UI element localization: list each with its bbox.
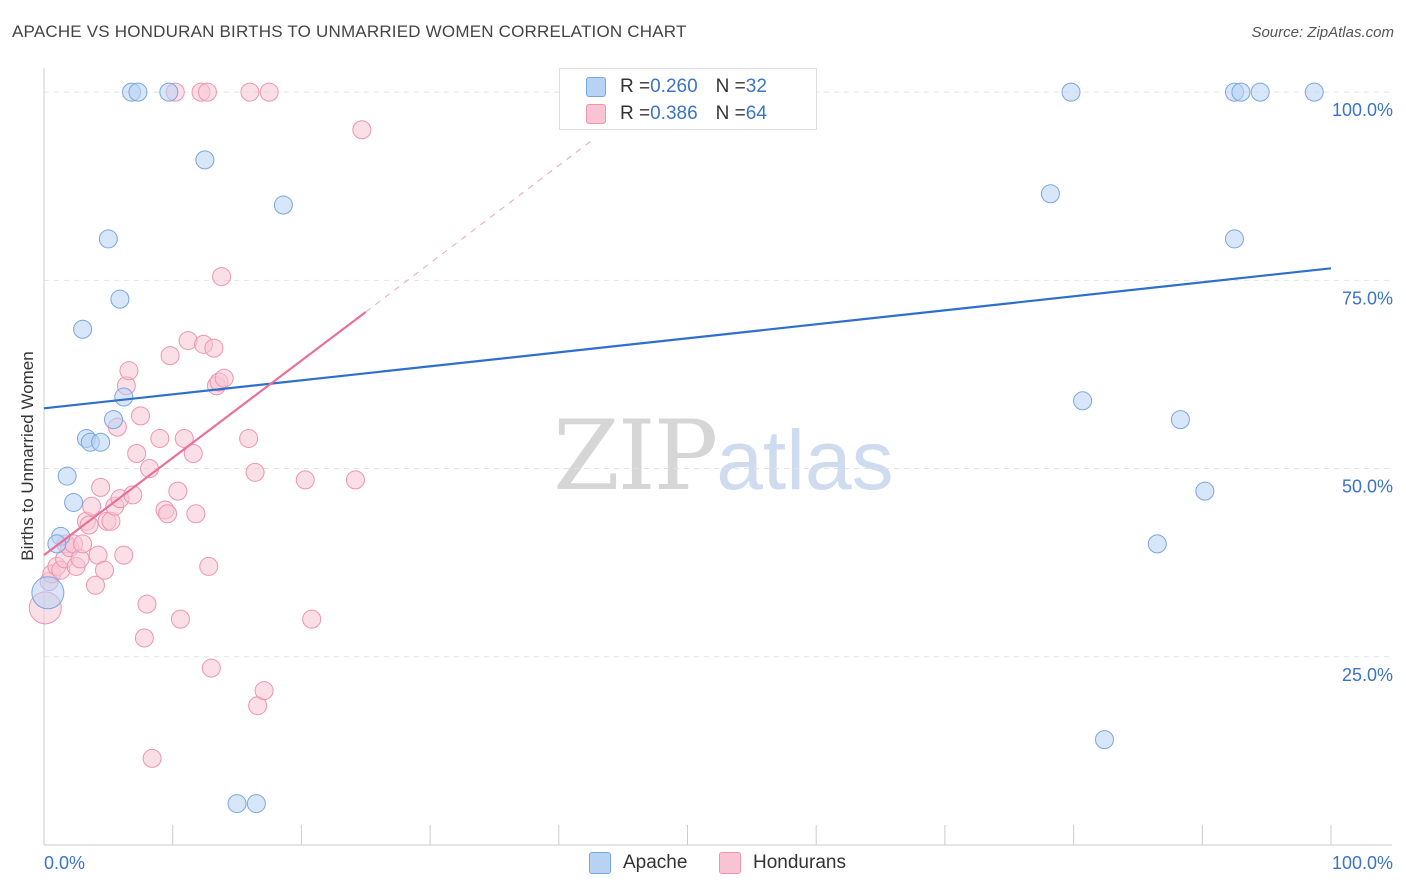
apache-trend-line (43, 267, 1332, 410)
apache-point-31 (1304, 82, 1324, 102)
hondurans-point-36 (160, 346, 180, 366)
hondurans-point-18 (94, 560, 114, 580)
hondurans-point-30 (134, 628, 154, 648)
apache-point-17 (273, 195, 293, 215)
hondurans-point-42 (186, 504, 206, 524)
hondurans-point-13 (79, 515, 99, 535)
x-tick-label-max: 100.0% (1332, 853, 1393, 873)
apache-point-5 (73, 319, 93, 339)
legend-r-value-apache: 0.260 (650, 76, 698, 97)
hondurans-point-35 (158, 504, 178, 524)
apache-point-25 (1170, 410, 1190, 430)
hondurans-trend-line (43, 311, 367, 557)
bottom-legend-swatch-apache (589, 852, 611, 874)
apache-point-8 (91, 432, 111, 452)
legend-swatch-apache (586, 77, 606, 97)
hondurans-point-50 (214, 368, 234, 388)
legend-n-value-hondurans: 64 (745, 103, 767, 124)
apache-point-3 (57, 466, 77, 486)
hondurans-point-46 (204, 338, 224, 358)
hondurans-point-37 (168, 481, 188, 501)
y-tick-label-3: 100.0% (1332, 100, 1393, 120)
hondurans-point-58 (352, 120, 372, 140)
apache-point-24 (1147, 534, 1167, 554)
apache-point-0 (31, 576, 65, 610)
hondurans-point-15 (85, 575, 105, 595)
hondurans-point-49 (212, 267, 232, 287)
chart-title: APACHE VS HONDURAN BIRTHS TO UNMARRIED W… (12, 22, 687, 41)
apache-point-22 (1073, 391, 1093, 411)
apache-point-19 (246, 794, 266, 814)
hondurans-point-14 (82, 496, 102, 516)
hondurans-point-29 (131, 406, 151, 426)
legend-r-label: R = (620, 103, 651, 124)
x-tick-label-min: 0.0% (44, 853, 85, 873)
legend-row-hondurans: R = 0.386 N = 64 (586, 102, 767, 126)
apache-point-12 (114, 387, 134, 407)
legend-r-label: R = (620, 76, 651, 97)
bottom-legend-label-apache: Apache (623, 852, 688, 873)
hondurans-point-51 (239, 428, 259, 448)
legend-n-label: N = (715, 103, 746, 124)
hondurans-point-17 (91, 477, 111, 497)
bottom-legend: Apache Hondurans (0, 852, 1406, 878)
y-axis-label: Births to Unmarried Women (18, 351, 37, 561)
hondurans-point-38 (170, 609, 190, 629)
legend-box: R = 0.260 N = 32 R = 0.386 N = 64 (559, 68, 817, 130)
hondurans-point-55 (295, 470, 315, 490)
hondurans-point-39 (174, 428, 194, 448)
watermark: ZIPatlas (553, 400, 894, 512)
hondurans-point-28 (127, 444, 147, 463)
bottom-legend-apache: Apache (589, 852, 687, 874)
apache-point-29 (1250, 82, 1270, 102)
hondurans-point-52 (245, 462, 265, 482)
apache-point-4 (64, 492, 84, 512)
source-label: Source: ZipAtlas.com (1251, 24, 1394, 41)
y-tick-label-2: 75.0% (1342, 288, 1393, 308)
hondurans-point-62 (197, 82, 217, 102)
legend-r-value-hondurans: 0.386 (650, 103, 698, 124)
apache-point-28 (1231, 82, 1251, 102)
hondurans-trend-extension (365, 140, 592, 313)
legend-swatch-hondurans (586, 104, 606, 124)
hondurans-point-54 (254, 681, 274, 701)
legend-n-value-apache: 32 (745, 76, 767, 97)
apache-point-21 (1040, 184, 1060, 204)
bottom-legend-label-hondurans: Hondurans (753, 852, 846, 873)
hondurans-point-44 (199, 556, 219, 576)
legend-row-apache: R = 0.260 N = 32 (586, 75, 767, 99)
hondurans-point-63 (142, 748, 162, 768)
hondurans-point-11 (73, 534, 93, 554)
watermark-atlas: atlas (716, 413, 894, 507)
y-tick-label-1: 50.0% (1342, 477, 1393, 497)
apache-point-10 (103, 410, 123, 430)
hondurans-point-24 (114, 545, 134, 565)
hondurans-point-33 (150, 428, 170, 448)
apache-point-16 (195, 150, 215, 170)
hondurans-point-57 (345, 470, 365, 490)
apache-point-11 (110, 289, 130, 309)
watermark-zip: ZIP (553, 400, 718, 512)
hondurans-point-60 (259, 82, 279, 102)
hondurans-point-26 (119, 361, 139, 381)
legend-n-label: N = (715, 76, 746, 97)
hondurans-point-45 (201, 658, 221, 678)
hondurans-point-59 (240, 82, 260, 102)
apache-point-23 (1094, 730, 1114, 750)
bottom-legend-hondurans: Hondurans (719, 852, 846, 874)
hondurans-point-41 (183, 444, 203, 463)
apache-point-15 (159, 82, 179, 102)
apache-point-26 (1195, 481, 1215, 501)
bottom-legend-swatch-hondurans (719, 852, 741, 874)
y-tick-label-0: 25.0% (1342, 665, 1393, 685)
apache-point-20 (1061, 82, 1081, 102)
hondurans-point-56 (302, 609, 322, 629)
apache-point-30 (1224, 229, 1244, 249)
apache-point-18 (227, 794, 247, 814)
hondurans-point-31 (137, 594, 157, 614)
apache-point-14 (128, 82, 148, 102)
apache-point-9 (98, 229, 118, 249)
